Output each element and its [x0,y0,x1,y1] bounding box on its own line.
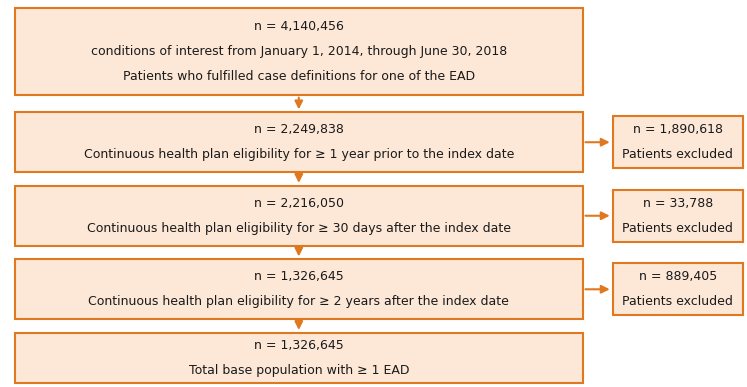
Text: n = 1,890,618: n = 1,890,618 [633,123,723,136]
FancyBboxPatch shape [15,8,583,95]
Text: Continuous health plan eligibility for ≥ 30 days after the index date: Continuous health plan eligibility for ≥… [87,222,511,235]
Text: Continuous health plan eligibility for ≥ 1 year prior to the index date: Continuous health plan eligibility for ≥… [84,148,514,161]
FancyBboxPatch shape [613,190,743,242]
Text: Patients excluded: Patients excluded [622,222,734,235]
FancyBboxPatch shape [613,263,743,315]
Text: n = 889,405: n = 889,405 [639,270,717,283]
Text: Patients excluded: Patients excluded [622,295,734,308]
FancyBboxPatch shape [15,186,583,246]
Text: n = 1,326,645: n = 1,326,645 [254,339,344,352]
FancyBboxPatch shape [15,333,583,383]
Text: n = 2,249,838: n = 2,249,838 [254,123,344,136]
Text: n = 1,326,645: n = 1,326,645 [254,270,344,283]
FancyBboxPatch shape [15,112,583,172]
Text: n = 4,140,456: n = 4,140,456 [254,20,344,33]
Text: conditions of interest from January 1, 2014, through June 30, 2018: conditions of interest from January 1, 2… [90,45,507,58]
Text: Patients who fulfilled case definitions for one of the EAD: Patients who fulfilled case definitions … [123,70,475,83]
Text: Total base population with ≥ 1 EAD: Total base population with ≥ 1 EAD [188,364,409,377]
Text: Patients excluded: Patients excluded [622,148,734,161]
FancyBboxPatch shape [15,259,583,319]
Text: n = 2,216,050: n = 2,216,050 [254,197,344,210]
Text: Continuous health plan eligibility for ≥ 2 years after the index date: Continuous health plan eligibility for ≥… [88,295,509,308]
FancyBboxPatch shape [613,116,743,168]
Text: n = 33,788: n = 33,788 [642,197,713,210]
